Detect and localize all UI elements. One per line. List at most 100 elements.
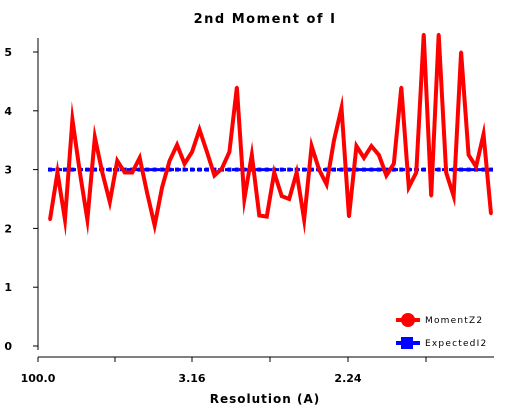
data-point [160, 167, 165, 172]
data-point [369, 167, 374, 172]
data-point [474, 165, 478, 169]
data-point [204, 167, 209, 172]
data-point [70, 167, 75, 172]
x-axis: 100.0 3.16 2.24 [21, 356, 494, 385]
data-point [459, 167, 464, 172]
data-point [190, 167, 195, 172]
data-point [115, 159, 119, 163]
data-point [325, 182, 329, 186]
data-point [377, 153, 381, 157]
data-point [92, 167, 97, 172]
data-point [489, 212, 493, 216]
data-point [242, 197, 246, 201]
data-point [279, 167, 284, 172]
series-layer [48, 32, 493, 237]
y-tick-label: 5 [4, 46, 12, 59]
data-point [107, 167, 112, 172]
data-point [429, 194, 433, 198]
data-point [168, 159, 172, 163]
y-tick-label: 4 [4, 105, 12, 118]
data-point [93, 135, 97, 139]
legend-marker-circle-icon [401, 313, 415, 327]
x-tick-label: 100.0 [21, 372, 56, 385]
data-point [152, 167, 157, 172]
data-point [295, 171, 299, 175]
data-point [482, 132, 486, 136]
data-point [452, 194, 456, 198]
data-point [489, 167, 493, 172]
data-point [467, 153, 471, 157]
data-point [62, 167, 67, 172]
data-point [399, 85, 403, 89]
data-point [309, 167, 314, 172]
data-point [384, 167, 389, 172]
data-point [384, 173, 388, 177]
data-point [339, 167, 344, 172]
data-point [183, 162, 187, 166]
data-point [302, 218, 306, 222]
data-point [437, 32, 441, 36]
data-point [197, 128, 201, 132]
data-point [481, 167, 486, 172]
data-point [167, 167, 172, 172]
data-point [153, 223, 157, 227]
data-point [414, 171, 418, 175]
data-point [361, 167, 366, 172]
data-point [324, 167, 329, 172]
data-point [257, 167, 262, 172]
x-tick-label: 2.24 [334, 372, 361, 385]
chart-title: 2nd Moment of I [194, 12, 337, 27]
x-tick-label: 3.16 [178, 372, 205, 385]
data-point [48, 167, 52, 172]
y-tick-label: 1 [4, 281, 12, 294]
data-point [234, 167, 239, 172]
data-point [175, 143, 179, 147]
x-axis-label: Resolution (A) [210, 392, 321, 406]
data-point [227, 150, 231, 154]
data-point [354, 167, 359, 172]
data-point [347, 215, 351, 219]
data-point [459, 50, 463, 54]
data-point [190, 150, 194, 154]
data-point [250, 153, 254, 157]
data-point [182, 167, 187, 172]
legend-item-MomentZ2: MomentZ2 [396, 313, 482, 327]
data-point [145, 167, 150, 172]
data-point [227, 167, 232, 172]
data-point [280, 194, 284, 198]
y-axis: 0 1 2 3 4 5 [4, 38, 39, 353]
data-point [362, 156, 366, 160]
data-point [55, 171, 59, 175]
data-point [302, 167, 307, 172]
y-tick-label: 2 [4, 222, 12, 235]
data-point [332, 138, 336, 142]
data-point [100, 171, 104, 175]
data-point [212, 173, 216, 177]
data-point [70, 118, 74, 122]
data-point [220, 166, 224, 170]
legend: MomentZ2 ExpectedI2 [396, 313, 486, 349]
data-point [272, 171, 276, 175]
data-point [369, 144, 373, 148]
data-point [265, 215, 269, 219]
data-point [287, 197, 291, 201]
data-point [197, 167, 202, 172]
data-point [257, 213, 261, 217]
data-point [346, 167, 351, 172]
data-point [466, 167, 471, 172]
data-point [85, 218, 89, 222]
data-point [160, 185, 164, 189]
data-point [137, 167, 142, 172]
data-point [138, 156, 142, 160]
data-point [287, 167, 292, 172]
data-point [63, 218, 67, 222]
series-line-MomentZ2 [48, 34, 493, 237]
data-point [78, 171, 82, 175]
data-point [407, 185, 411, 189]
legend-marker-square-icon [401, 337, 413, 349]
data-point [123, 171, 127, 175]
data-point [421, 167, 426, 172]
data-point [108, 200, 112, 204]
data-point [376, 167, 381, 172]
data-point [175, 167, 180, 172]
